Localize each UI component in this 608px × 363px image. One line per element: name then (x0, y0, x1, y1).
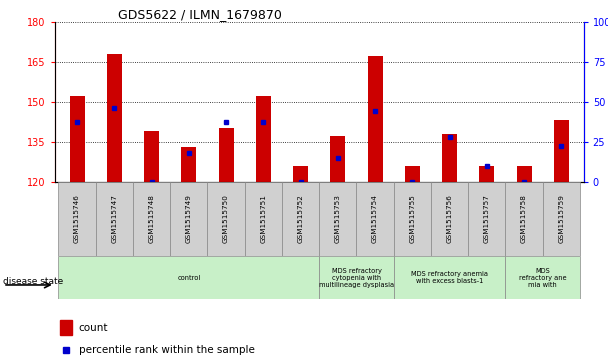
Text: GSM1515755: GSM1515755 (409, 194, 415, 243)
Bar (468, 182, 505, 256)
Text: MDS refractory
cytopenia with
multilineage dysplasia: MDS refractory cytopenia with multilinea… (319, 268, 394, 288)
Bar (356, 182, 394, 256)
Text: GSM1515753: GSM1515753 (335, 194, 341, 243)
Bar (431, 182, 468, 256)
Text: GSM1515759: GSM1515759 (558, 194, 564, 243)
Text: GSM1515751: GSM1515751 (260, 194, 266, 243)
Bar (442, 134, 457, 182)
Bar (394, 182, 431, 256)
Text: GSM1515747: GSM1515747 (111, 194, 117, 243)
Text: GSM1515750: GSM1515750 (223, 194, 229, 243)
Bar (479, 166, 494, 182)
Bar (70, 96, 85, 182)
Bar (207, 182, 244, 256)
Text: GSM1515746: GSM1515746 (74, 194, 80, 243)
Text: percentile rank within the sample: percentile rank within the sample (78, 345, 254, 355)
Bar (543, 182, 580, 256)
Bar (256, 96, 271, 182)
Bar (219, 128, 233, 182)
Bar (319, 256, 394, 299)
Bar (133, 182, 170, 256)
Bar (60, 320, 72, 335)
Text: count: count (78, 323, 108, 333)
Bar (505, 182, 543, 256)
Bar (58, 182, 95, 256)
Bar (394, 256, 505, 299)
Bar (517, 166, 531, 182)
Bar (505, 256, 580, 299)
Text: GSM1515757: GSM1515757 (484, 194, 490, 243)
Bar (282, 182, 319, 256)
Text: control: control (177, 275, 201, 281)
Bar (107, 54, 122, 182)
Bar (244, 182, 282, 256)
Text: GDS5622 / ILMN_1679870: GDS5622 / ILMN_1679870 (118, 8, 282, 21)
Text: GSM1515758: GSM1515758 (521, 194, 527, 243)
Bar (293, 166, 308, 182)
Bar (554, 120, 568, 182)
Bar (181, 147, 196, 182)
Bar (368, 56, 382, 182)
Bar (144, 131, 159, 182)
Bar (405, 166, 420, 182)
Text: GSM1515748: GSM1515748 (148, 194, 154, 243)
Text: disease state: disease state (3, 277, 63, 286)
Text: GSM1515749: GSM1515749 (186, 194, 192, 243)
Text: GSM1515756: GSM1515756 (447, 194, 452, 243)
Bar (58, 256, 319, 299)
Text: GSM1515754: GSM1515754 (372, 194, 378, 243)
Bar (330, 136, 345, 182)
Bar (319, 182, 356, 256)
Bar (95, 182, 133, 256)
Text: MDS
refractory ane
mia with: MDS refractory ane mia with (519, 268, 567, 288)
Bar (170, 182, 207, 256)
Text: GSM1515752: GSM1515752 (297, 194, 303, 243)
Text: MDS refractory anemia
with excess blasts-1: MDS refractory anemia with excess blasts… (411, 271, 488, 284)
